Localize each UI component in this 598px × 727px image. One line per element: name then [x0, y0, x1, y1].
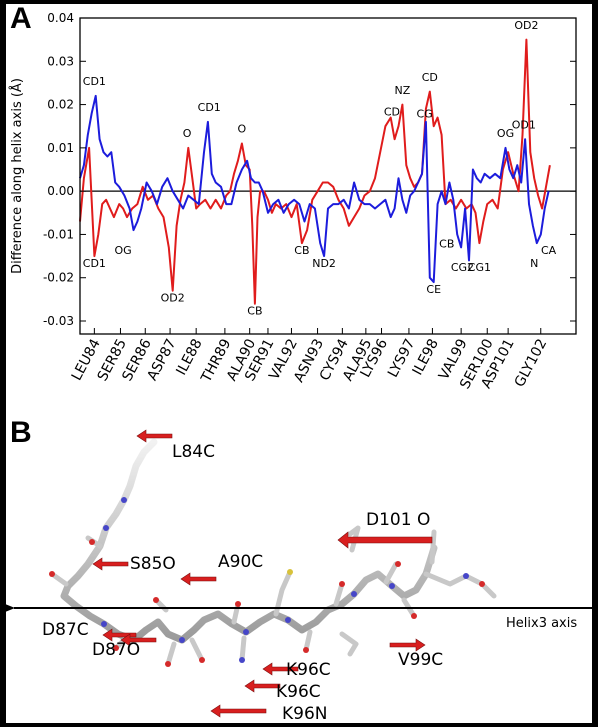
arrow-k96c-upper [262, 662, 299, 676]
series-line-1 [79, 38, 551, 305]
atom-annotation: CG1 [468, 261, 491, 274]
oxygen-atoms [49, 539, 485, 667]
atom-annotation: OD1 [512, 118, 536, 131]
atom-annotation: CA [541, 244, 557, 257]
line-chart: Difference along helix axis (Å) -0.03 -0.… [9, 11, 577, 392]
residue-label-s85o: S85O [130, 554, 176, 574]
plot-frame [79, 17, 577, 335]
atom-annotation: O [238, 123, 247, 136]
residue-label-v99c: V99C [398, 650, 444, 670]
atom-annotation: CB [439, 237, 454, 250]
atom-annotation: CG2 [451, 261, 474, 274]
arrow-d87o [120, 633, 157, 647]
atom-annotation: CD [422, 71, 438, 84]
atom-annotation: CB [247, 305, 262, 318]
y-tick-label: -0.02 [43, 271, 74, 285]
atom-annotation: N [530, 257, 538, 270]
structure-drawing [4, 429, 594, 718]
panel-a-label: A [10, 2, 32, 35]
displacement-arrows [92, 429, 433, 718]
series-line-2 [79, 94, 550, 284]
atom-annotation: CB [294, 244, 309, 257]
y-tick-label: 0.01 [47, 141, 74, 155]
residue-label-a90c: A90C [218, 552, 264, 572]
arrow-l84c [136, 429, 173, 443]
atom-annotation: ND2 [312, 257, 336, 270]
atom-annotation: CD1 [83, 75, 106, 88]
atom-annotation: CD [384, 105, 400, 118]
helix-structure-panel: L84C S85O A90C D101 O D87C D87O V99C K96… [4, 424, 594, 724]
atom-annotation: OD2 [161, 292, 185, 305]
atom-annotation: CD1 [198, 101, 221, 114]
plot-area: -0.03-0.02-0.010.000.010.020.030.04LEU84… [43, 11, 577, 392]
y-tick-label: -0.01 [43, 227, 74, 241]
peptide-backbone [49, 438, 497, 667]
y-tick-label: 0.04 [47, 11, 74, 25]
arrow-s85o [92, 557, 129, 571]
y-axis-label: Difference along helix axis (Å) [9, 78, 25, 274]
residue-label-d87c: D87C [42, 620, 89, 640]
y-tick-label: 0.03 [47, 54, 74, 68]
figure-panel: A Difference along helix axis (Å) -0.03 -… [4, 2, 594, 724]
atom-annotation: NZ [395, 84, 411, 97]
atom-annotation: OG [114, 244, 131, 257]
residue-label-k96c-upper: K96C [286, 660, 331, 680]
helix-axis-label: Helix3 axis [506, 616, 578, 631]
arrow-k96c-lower [244, 679, 281, 693]
x-tick-label: GLY102 [512, 336, 551, 389]
y-tick-label: -0.03 [43, 314, 74, 328]
arrow-d101o [337, 531, 433, 549]
x-tick-label: LYS97 [385, 336, 418, 380]
arrow-k96n [210, 704, 267, 718]
y-tick-label: 0.02 [47, 98, 74, 112]
arrow-d87c [102, 628, 137, 642]
atom-annotation: CG [416, 108, 432, 121]
arrow-a90c [180, 572, 217, 586]
residue-label-d87o: D87O [92, 640, 141, 660]
residue-label-k96n: K96N [282, 704, 328, 724]
atom-annotation: CE [426, 283, 441, 296]
atom-annotation: CD1 [83, 257, 106, 270]
arrow-v99c [389, 638, 426, 652]
residue-label-k96c-lower: K96C [276, 682, 321, 702]
atom-annotation: O [183, 127, 192, 140]
residue-label-l84c: L84C [172, 442, 215, 462]
atom-annotation: OD2 [514, 19, 538, 32]
residue-label-d101o: D101 O [366, 510, 431, 530]
panel-b-label: B [10, 416, 32, 449]
sulfur-atom [287, 569, 293, 575]
atom-annotation: OG [497, 127, 514, 140]
y-tick-label: 0.00 [47, 184, 74, 198]
nitrogen-atoms [101, 497, 469, 663]
